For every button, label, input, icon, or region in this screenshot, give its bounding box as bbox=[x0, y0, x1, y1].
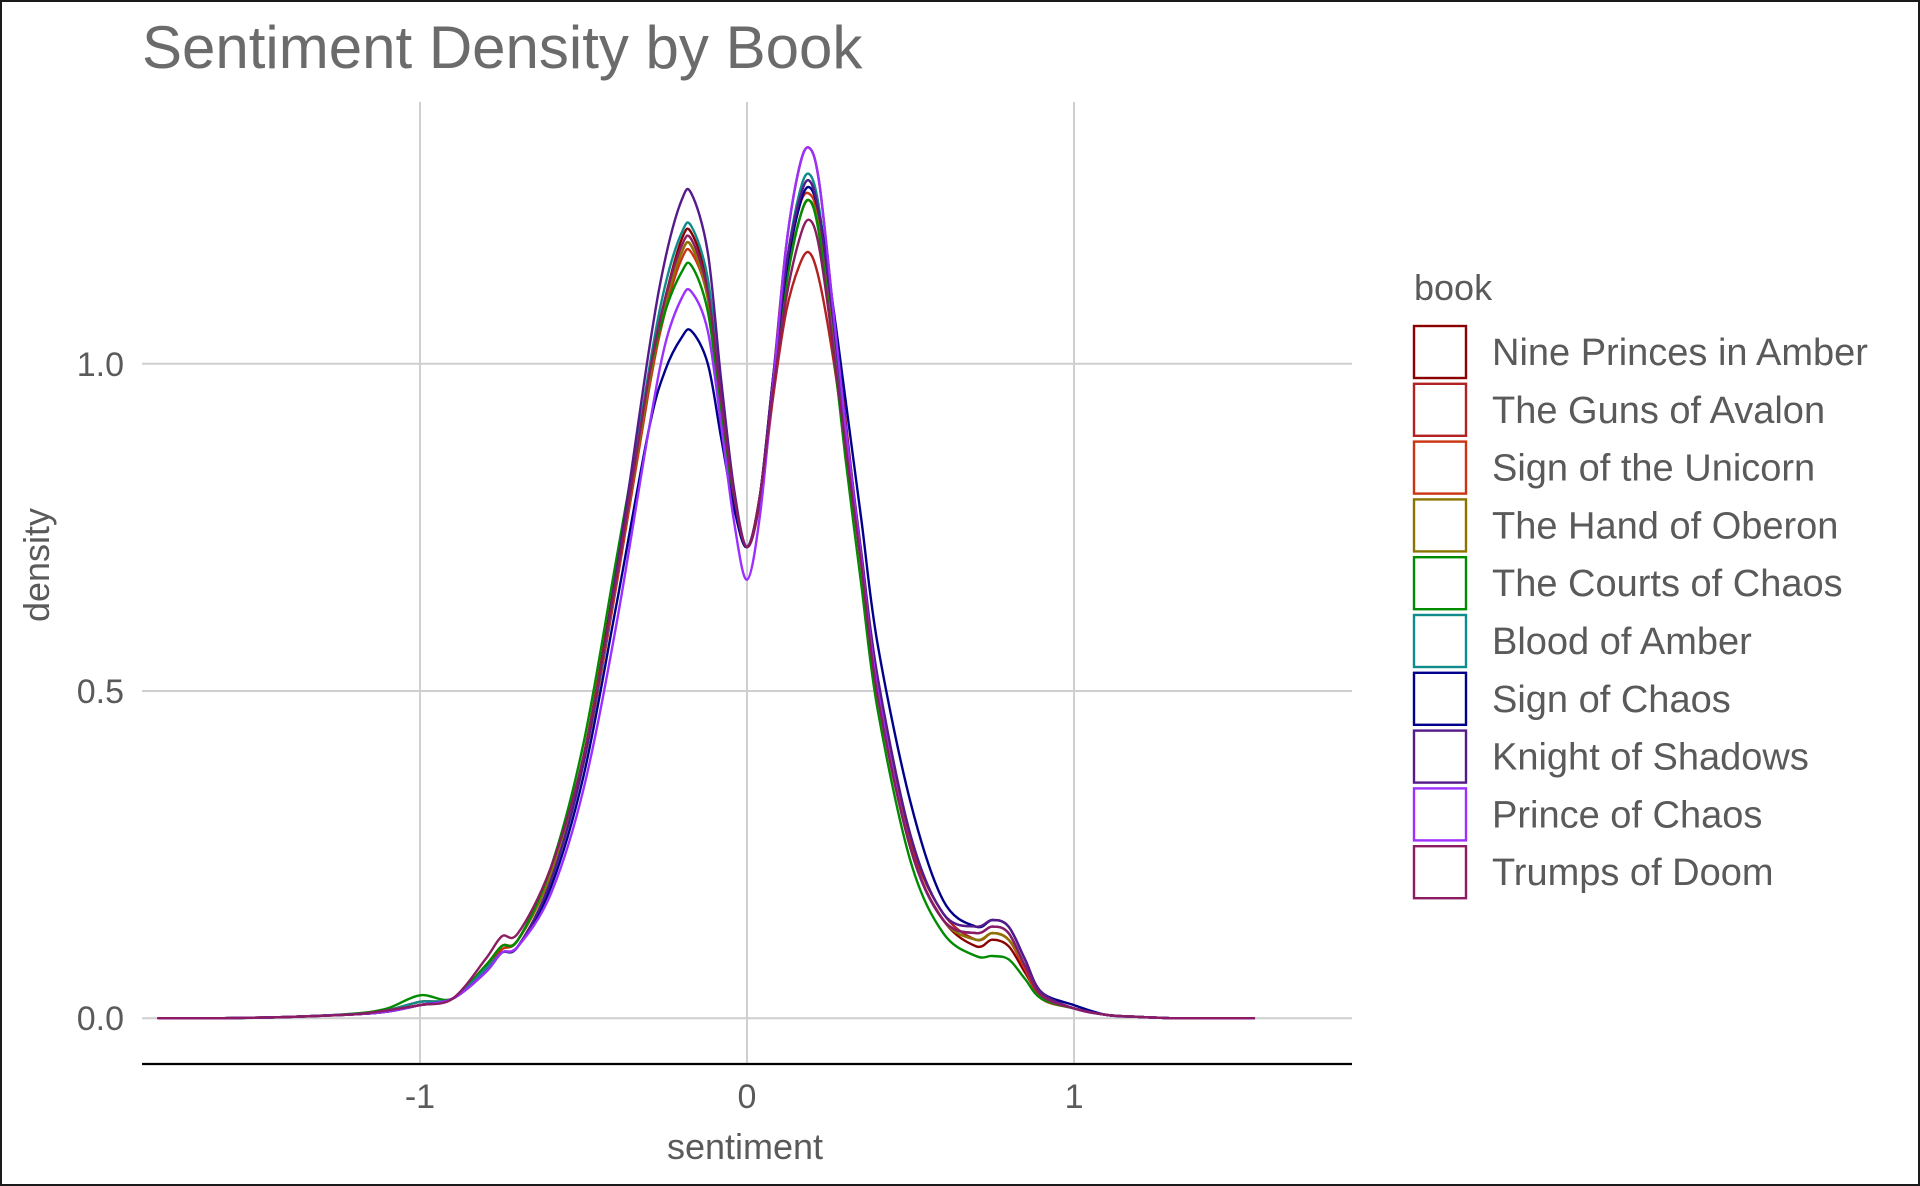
x-axis-title: sentiment bbox=[667, 1126, 823, 1167]
legend-key bbox=[1412, 382, 1468, 437]
legend: book Nine Princes in Amber The Guns of Av… bbox=[1412, 267, 1868, 900]
x-tick-label: 0 bbox=[738, 1078, 757, 1116]
grid-lines bbox=[142, 102, 1352, 1064]
legend-title: book bbox=[1414, 267, 1493, 308]
series-line-sign-of-chaos bbox=[157, 185, 1256, 1020]
series-line-trumps-of-doom bbox=[157, 218, 1256, 1020]
legend-label: Blood of Amber bbox=[1492, 621, 1752, 663]
legend-key bbox=[1412, 324, 1468, 380]
legend-key bbox=[1412, 845, 1468, 900]
legend-key bbox=[1412, 613, 1468, 669]
y-tick-label: 0.0 bbox=[77, 1000, 124, 1038]
legend-label: The Courts of Chaos bbox=[1492, 563, 1843, 605]
legend-label: Sign of the Unicorn bbox=[1492, 448, 1815, 490]
y-axis-title: density bbox=[16, 508, 57, 622]
legend-key bbox=[1412, 787, 1468, 842]
legend-key bbox=[1412, 671, 1468, 726]
legend-label: The Hand of Oberon bbox=[1492, 505, 1838, 547]
series-line-sign-of-the-unicorn bbox=[157, 191, 1256, 1020]
legend-label: Nine Princes in Amber bbox=[1492, 332, 1868, 374]
legend-items: Nine Princes in Amber The Guns of Avalon S… bbox=[1412, 324, 1868, 900]
x-tick-label: -1 bbox=[405, 1078, 435, 1116]
legend-key bbox=[1412, 498, 1468, 553]
x-tick-label: 1 bbox=[1065, 1078, 1084, 1116]
legend-key bbox=[1412, 556, 1468, 611]
legend-key bbox=[1412, 440, 1468, 495]
legend-label: Knight of Shadows bbox=[1492, 737, 1809, 779]
chart-title: Sentiment Density by Book bbox=[142, 14, 863, 81]
y-tick-label: 1.0 bbox=[77, 346, 124, 384]
legend-key bbox=[1412, 729, 1468, 784]
y-axis-ticks: 0.0 0.5 1.0 bbox=[77, 346, 124, 1038]
legend-label: Prince of Chaos bbox=[1492, 794, 1762, 836]
legend-label: Trumps of Doom bbox=[1492, 852, 1774, 894]
legend-label: Sign of Chaos bbox=[1492, 679, 1731, 721]
y-tick-label: 0.5 bbox=[77, 673, 124, 711]
x-axis-ticks: -1 0 1 bbox=[405, 1078, 1084, 1116]
legend-label: The Guns of Avalon bbox=[1492, 390, 1825, 432]
series-lines bbox=[157, 146, 1256, 1020]
